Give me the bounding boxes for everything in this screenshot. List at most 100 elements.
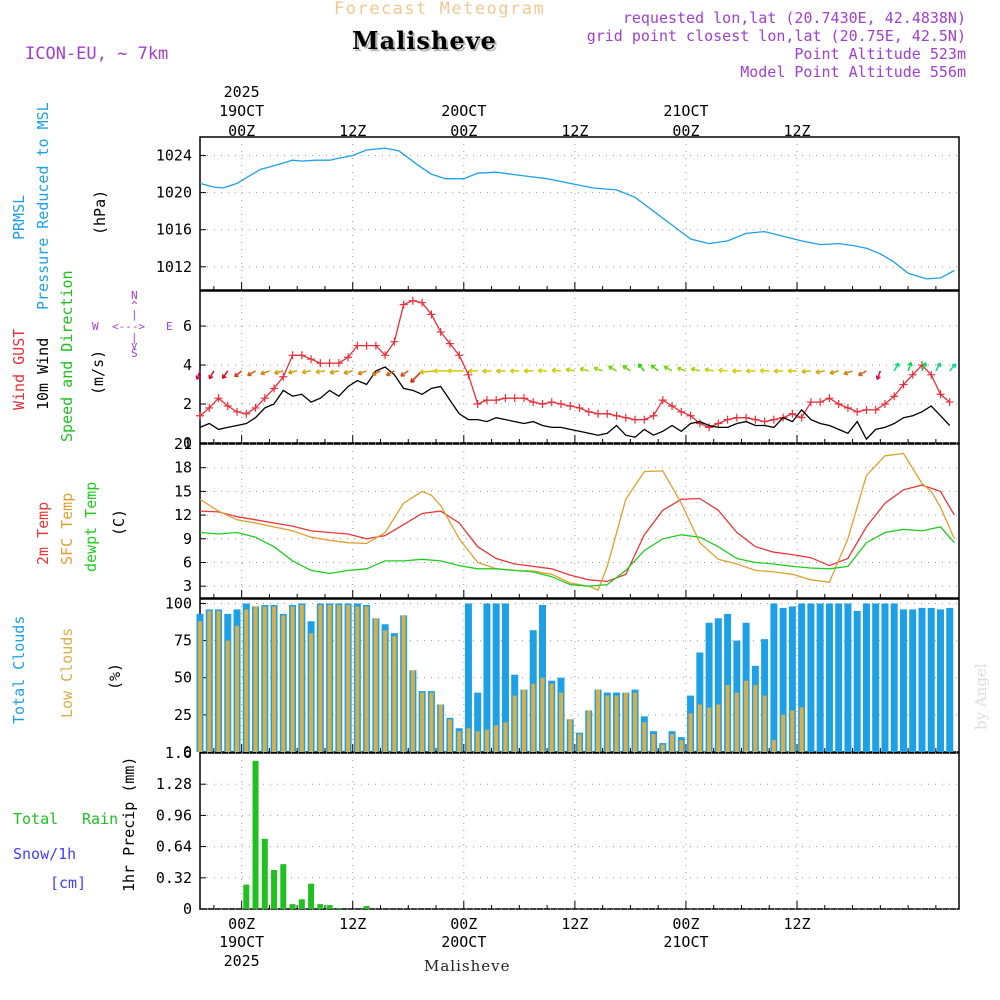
gust-marker xyxy=(288,351,297,360)
wind-direction-arrowhead xyxy=(663,365,669,371)
wind-direction-arrowhead xyxy=(274,369,279,376)
total-rain-bar xyxy=(261,838,268,909)
wind-direction-arrowhead xyxy=(551,367,556,374)
gust-marker xyxy=(501,394,510,403)
gust-marker xyxy=(436,327,445,336)
precipitation-ytick-label: 0.96 xyxy=(156,806,192,824)
gust-marker xyxy=(529,398,538,407)
total-clouds-bar xyxy=(936,609,944,752)
wind-direction-arrowhead xyxy=(593,366,599,372)
total-rain-bar xyxy=(243,884,250,909)
compass-arrow-n: ^ xyxy=(131,299,138,312)
wind-direction-arrowhead xyxy=(371,370,377,376)
gust-marker xyxy=(251,403,260,412)
total-clouds-bar xyxy=(899,609,907,752)
precipitation-ytick-label: 0.32 xyxy=(156,869,192,887)
wind-direction-arrowhead xyxy=(857,371,863,377)
wind-direction-arrow xyxy=(288,370,298,374)
low-clouds-bar xyxy=(420,692,425,752)
gust-marker xyxy=(695,419,704,428)
gust-marker xyxy=(455,351,464,360)
wind-direction-arrowhead xyxy=(829,369,835,376)
dewpt-temp-line xyxy=(199,526,955,587)
gust-marker xyxy=(233,407,242,416)
compass-e: E xyxy=(166,320,173,333)
total-clouds-bar xyxy=(918,607,926,752)
top-axis-label: 21OCT xyxy=(663,102,708,120)
clouds-ytick-label: 75 xyxy=(174,632,192,650)
wind-direction-arrow xyxy=(315,370,326,373)
wind-direction-arrow xyxy=(274,370,284,374)
top-axis-label: 19OCT xyxy=(219,102,264,120)
low-clouds-bar xyxy=(577,734,582,752)
gust-marker xyxy=(381,351,390,360)
wind-direction-arrow xyxy=(622,365,631,372)
low-clouds-bar xyxy=(531,683,536,752)
top-axis-label: 00Z xyxy=(672,122,699,140)
gust-marker xyxy=(390,337,399,346)
low-clouds-bar xyxy=(290,606,295,752)
wind-direction-arrow xyxy=(196,370,201,380)
total-clouds-bar xyxy=(862,603,870,752)
gust-marker xyxy=(843,403,852,412)
low-clouds-bar xyxy=(383,630,388,752)
precipitation-ytick-label: 0 xyxy=(183,900,192,918)
gust-marker xyxy=(538,400,547,409)
wind-direction-arrow xyxy=(637,363,645,372)
wind-direction-arrow xyxy=(420,370,437,374)
wind-direction-arrowhead xyxy=(208,374,214,380)
low-clouds-bar xyxy=(558,692,563,752)
gust-marker xyxy=(316,359,325,368)
bottom-axis-label: 12Z xyxy=(339,915,366,933)
gust-marker xyxy=(418,298,427,307)
gust-marker xyxy=(621,413,630,422)
low-clouds-bar xyxy=(568,719,573,752)
wind-direction-arrowhead xyxy=(509,368,515,374)
wind-direction-arrowhead xyxy=(447,368,452,374)
low-clouds-bar xyxy=(521,689,526,752)
gust-marker xyxy=(307,355,316,364)
wind-direction-arrowhead xyxy=(745,368,751,374)
wind-direction-arrowhead xyxy=(650,364,656,370)
gust-marker xyxy=(325,359,334,368)
wind-direction-arrow xyxy=(718,369,728,372)
bottom-axis-label: 12Z xyxy=(561,915,588,933)
low-clouds-bar xyxy=(494,725,499,752)
low-clouds-bar xyxy=(633,692,638,752)
total-clouds-bar xyxy=(816,603,824,752)
gust-marker xyxy=(594,409,603,418)
wind-direction-arrowhead xyxy=(385,371,391,377)
low-clouds-bar xyxy=(512,695,517,752)
wind-direction-arrowhead xyxy=(676,366,682,372)
gust-marker xyxy=(668,401,677,410)
gust-marker xyxy=(473,400,482,409)
wind-direction-arrow xyxy=(815,370,825,374)
low-clouds-bar xyxy=(771,740,776,752)
low-clouds-bar xyxy=(651,734,656,752)
low-clouds-bar xyxy=(670,734,675,752)
gust-marker xyxy=(584,407,593,416)
compass-bar-n: | xyxy=(131,308,138,321)
low-clouds-bar xyxy=(753,685,758,752)
low-clouds-bar xyxy=(549,683,554,752)
total-rain-bar xyxy=(298,899,305,909)
wind-direction-arrowhead xyxy=(195,375,201,380)
total-rain-bar xyxy=(252,760,259,909)
total-rain-bar xyxy=(363,906,370,909)
wind-direction-arrowhead xyxy=(875,375,881,380)
compass-bar-s: | xyxy=(131,331,138,344)
low-clouds-bar xyxy=(457,731,462,752)
gust-marker xyxy=(344,353,353,362)
total-clouds-bar xyxy=(464,603,472,752)
gust-marker xyxy=(816,398,825,407)
total-rain-bar xyxy=(271,870,278,909)
gust-marker xyxy=(806,398,815,407)
wind-direction-arrow xyxy=(329,370,339,374)
total-clouds-bar xyxy=(853,610,861,752)
temperature-ytick-label: 21 xyxy=(174,435,192,453)
gust-marker xyxy=(732,413,741,422)
wind-direction-arrowhead xyxy=(329,369,335,375)
wind-direction-arrow xyxy=(893,362,900,372)
wind-ytick-label: 2 xyxy=(183,395,192,413)
wind-direction-arrowhead xyxy=(690,366,696,372)
